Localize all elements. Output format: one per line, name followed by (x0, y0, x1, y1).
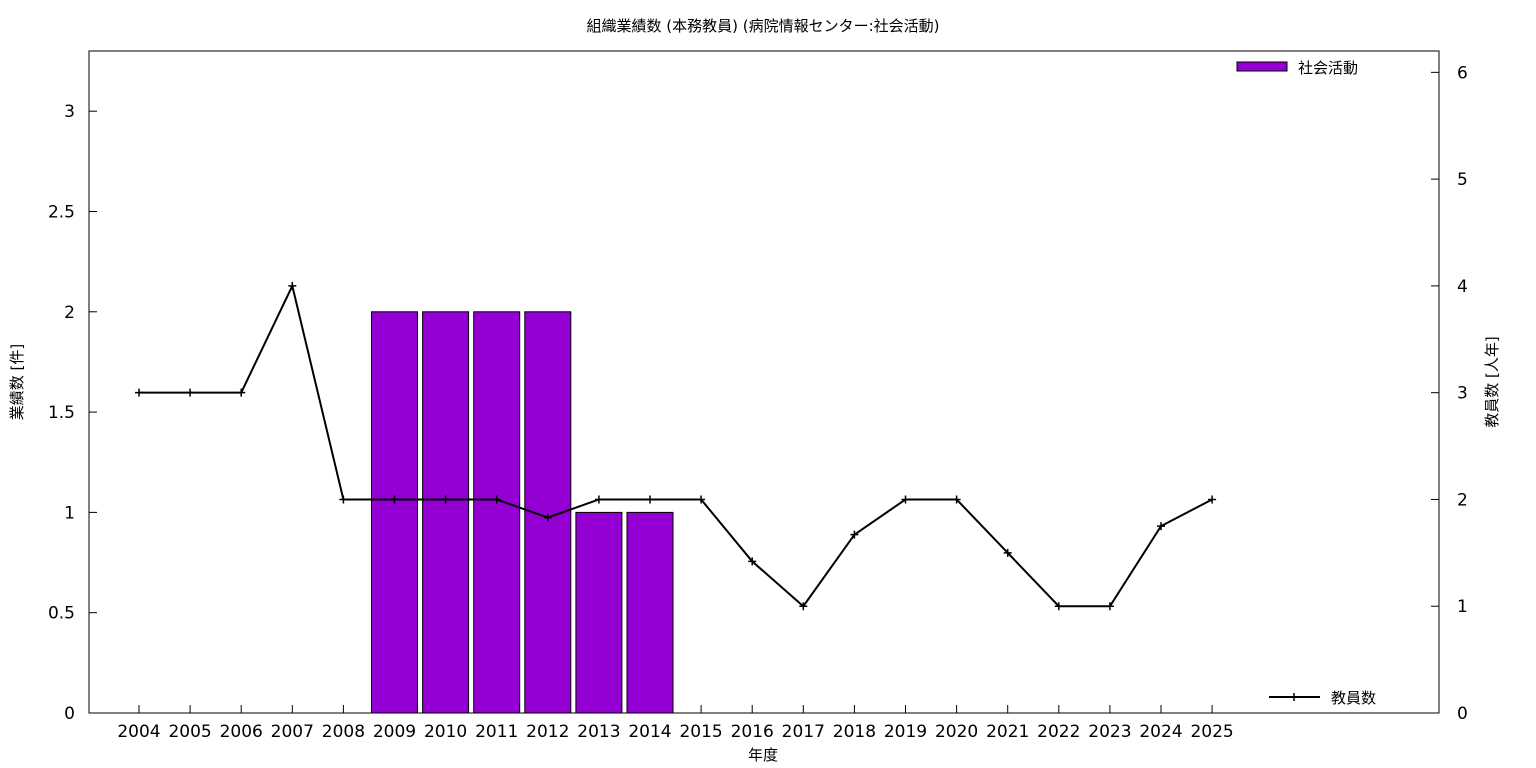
x-tick-label: 2020 (935, 722, 978, 742)
x-tick-label: 2019 (884, 722, 927, 742)
y-tick-label: 1 (64, 503, 75, 523)
x-tick-label: 2011 (475, 722, 518, 742)
x-tick-label: 2008 (322, 722, 365, 742)
bar (626, 511, 674, 714)
bar (473, 311, 521, 714)
x-tick-label: 2025 (1190, 722, 1233, 742)
x-tick-label: 2023 (1088, 722, 1131, 742)
line-point (594, 495, 603, 504)
series-line (139, 282, 1213, 608)
line-point (543, 513, 552, 522)
x-tick-label: 2010 (424, 722, 467, 742)
legend-label-line: 教員数 (1331, 689, 1376, 707)
x-tick-label: 2004 (117, 722, 160, 742)
bar (422, 311, 470, 714)
plot-area: 0 0.5 1 1.5 2 2.5 3 0 1 2 3 4 5 6 2004 2005 2006 2007 2008… (48, 50, 1468, 742)
line-point (799, 602, 808, 611)
line-point (492, 495, 501, 504)
x-tick-label: 2017 (782, 722, 825, 742)
line-point (1054, 602, 1063, 611)
x-tick-label: 2007 (271, 722, 314, 742)
line-point (850, 530, 859, 539)
y2-tick-label: 5 (1457, 170, 1468, 190)
x-tick-label: 2013 (577, 722, 620, 742)
x-tick-label: 2022 (1037, 722, 1080, 742)
x-tick-label: 2006 (220, 722, 263, 742)
y2-tick-label: 1 (1457, 597, 1468, 617)
line-point (135, 388, 143, 397)
y2-tick-label: 3 (1457, 384, 1468, 404)
x-tick-label: 2021 (986, 722, 1029, 742)
line-point (288, 281, 297, 290)
line-point (186, 388, 195, 397)
y-tick-label: 2 (64, 303, 75, 323)
y-tick-label: 0 (64, 704, 75, 724)
y-tick-label: 1.5 (48, 403, 75, 423)
line-point (237, 388, 246, 397)
line-point (339, 495, 348, 504)
y2-axis-label: 教員数 [人年] (1483, 336, 1501, 427)
y-axis-label: 業績数 [件] (8, 344, 26, 420)
line-point (1157, 522, 1165, 531)
y2-tick-label: 0 (1457, 704, 1468, 724)
x-tick-label: 2014 (628, 722, 671, 742)
y-tick-label: 0.5 (48, 604, 75, 624)
x-tick-label: 2016 (731, 722, 774, 742)
y2-tick-label: 2 (1457, 490, 1468, 510)
line-point (441, 495, 450, 504)
line-point (952, 495, 961, 504)
line-point (748, 557, 757, 566)
line-point (1208, 495, 1217, 504)
line-point (697, 495, 706, 504)
legend-swatch-point (1290, 693, 1298, 701)
y-tick-label: 3 (64, 102, 75, 122)
y2-tick-label: 4 (1457, 277, 1468, 297)
line-point (1003, 548, 1012, 557)
x-tick-label: 2005 (168, 722, 211, 742)
x-tick-label: 2009 (373, 722, 416, 742)
legend-label-bar: 社会活動 (1298, 59, 1358, 77)
legend-swatch-bar (1236, 61, 1288, 72)
chart-title: 組織業績数 (本務教員) (病院情報センター:社会活動) (586, 17, 939, 35)
line-point (390, 495, 399, 504)
x-axis-label: 年度 (748, 746, 778, 764)
line-point (1105, 602, 1114, 611)
y-tick-label: 2.5 (48, 202, 75, 222)
x-tick-label: 2015 (679, 722, 722, 742)
x-tick-label: 2018 (833, 722, 876, 742)
line-point (646, 495, 654, 504)
x-tick-label: 2012 (526, 722, 569, 742)
line-point (901, 495, 910, 504)
bar (371, 311, 418, 714)
x-tick-label: 2024 (1139, 722, 1182, 742)
plot-frame (88, 50, 1440, 714)
bar (575, 511, 623, 714)
y2-tick-label: 6 (1457, 63, 1468, 83)
